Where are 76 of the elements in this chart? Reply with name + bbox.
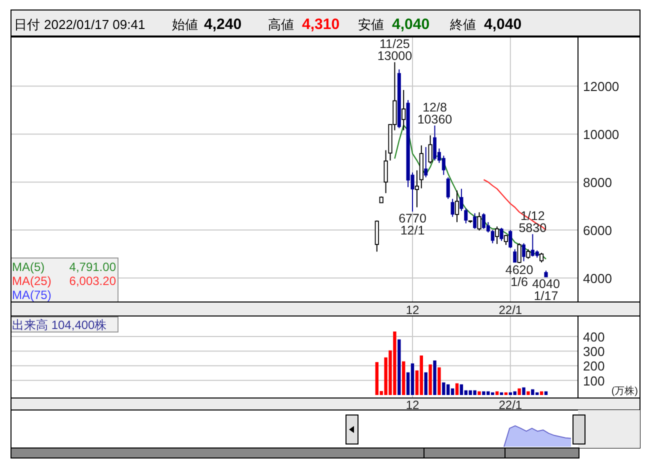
candlestick <box>450 198 454 218</box>
bar <box>455 383 459 395</box>
line-series <box>394 124 547 260</box>
text: 4,240 <box>204 16 242 33</box>
y-tick-label: 300 <box>583 344 605 360</box>
candlestick <box>464 208 468 224</box>
text: 2022/01/17 09:41 <box>44 17 146 32</box>
bar <box>433 360 436 395</box>
candlestick <box>540 252 544 263</box>
candlestick <box>446 176 450 200</box>
candlestick <box>522 242 526 262</box>
y-tick-label: 12000 <box>583 79 620 94</box>
candlestick <box>442 155 446 176</box>
candlestick <box>477 212 482 232</box>
text: 出来高 104,400株 <box>12 318 107 332</box>
text: 4,040 <box>392 16 430 33</box>
candlestick <box>428 134 432 164</box>
candlestick <box>495 226 500 244</box>
line-series <box>483 179 547 231</box>
text: 始値 <box>172 17 198 32</box>
text: MA(5) <box>12 260 45 274</box>
bar <box>526 391 530 395</box>
text: 6,003.20 <box>69 274 116 288</box>
annotation: 4620 1/6 <box>505 263 534 290</box>
annotation: 12/8 10360 <box>417 100 452 126</box>
bar <box>450 388 454 395</box>
candlestick <box>460 188 464 212</box>
bar <box>428 364 432 395</box>
text: 4,791.00 <box>69 260 116 274</box>
bar <box>410 363 414 395</box>
text: MA(25) <box>12 274 52 288</box>
text: 日付 <box>14 17 40 32</box>
text: 安値 <box>358 17 384 32</box>
bar <box>518 388 521 395</box>
bar <box>420 356 423 395</box>
candlestick <box>526 248 530 260</box>
text: 4,040 <box>484 16 522 33</box>
x-tick-label: 12 <box>406 398 420 412</box>
candlestick <box>500 227 504 242</box>
y-tick-label: 8000 <box>583 175 612 190</box>
bar <box>522 387 526 395</box>
bar <box>531 389 534 395</box>
x-tick-label: 22/1 <box>498 398 522 412</box>
bar <box>398 339 401 395</box>
candlestick <box>517 242 522 264</box>
bar <box>478 391 481 395</box>
y-tick-label: 400 <box>583 329 605 344</box>
annotation: 6770 12/1 <box>398 212 426 238</box>
bar <box>442 382 446 395</box>
annotation: 4040 1/17 <box>532 277 560 304</box>
legend-label: MA(75) <box>12 288 52 302</box>
candlestick <box>454 190 460 223</box>
x-tick-label: 22/1 <box>498 303 522 317</box>
y-tick-label: 200 <box>583 358 605 374</box>
candlestick <box>424 146 428 178</box>
candlestick <box>513 248 517 263</box>
bar <box>402 361 406 395</box>
bar <box>424 372 428 395</box>
y-tick-label: 4000 <box>583 271 612 286</box>
candlestick <box>508 230 512 249</box>
bar <box>473 390 476 395</box>
y-axis-title: (万株) <box>611 385 638 397</box>
candlestick <box>374 220 379 252</box>
bar <box>460 384 464 395</box>
annotation: 11/25 13000 <box>377 37 412 64</box>
y-tick-label: 100 <box>583 373 605 388</box>
candlestick <box>473 212 477 230</box>
x-tick-label: 12 <box>406 303 420 317</box>
candlestick <box>414 170 419 208</box>
text: 終値 <box>449 17 476 32</box>
text: 4,310 <box>302 16 340 33</box>
y-tick-label: 10000 <box>583 127 620 142</box>
y-tick-label: 6000 <box>583 223 612 238</box>
text: 高値 <box>268 17 294 32</box>
candlestick <box>402 90 406 131</box>
bar <box>438 367 441 395</box>
